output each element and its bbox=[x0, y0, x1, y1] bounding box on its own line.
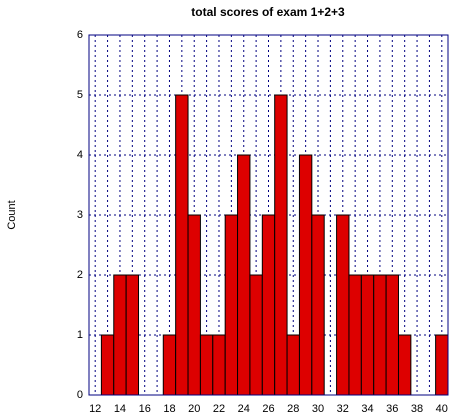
y-tick-label: 1 bbox=[77, 329, 83, 341]
x-tick-label: 32 bbox=[337, 403, 349, 415]
bar bbox=[373, 274, 387, 396]
bar bbox=[348, 274, 362, 396]
bar bbox=[286, 334, 300, 396]
y-axis-label: Count bbox=[6, 200, 18, 229]
x-tick-label: 18 bbox=[163, 403, 175, 415]
x-tick-label: 40 bbox=[436, 403, 448, 415]
bar bbox=[435, 334, 449, 396]
chart-title: total scores of exam 1+2+3 bbox=[191, 5, 345, 19]
x-tick-label: 26 bbox=[262, 403, 274, 415]
bar bbox=[261, 214, 276, 396]
x-tick-label: 28 bbox=[287, 403, 299, 415]
bar bbox=[224, 214, 239, 396]
bar bbox=[187, 214, 201, 396]
bar bbox=[298, 154, 313, 396]
y-tick-label: 5 bbox=[77, 89, 83, 101]
bar bbox=[175, 94, 189, 396]
x-tick-label: 16 bbox=[139, 403, 151, 415]
bar bbox=[385, 274, 399, 396]
bar bbox=[397, 334, 412, 396]
y-tick-label: 3 bbox=[77, 209, 83, 221]
x-tick-label: 34 bbox=[361, 403, 373, 415]
bar bbox=[199, 334, 214, 396]
x-tick-label: 22 bbox=[213, 403, 225, 415]
bar bbox=[249, 274, 263, 396]
bar bbox=[162, 334, 177, 396]
x-tick-label: 14 bbox=[114, 403, 126, 415]
x-tick-label: 36 bbox=[386, 403, 398, 415]
bar bbox=[311, 214, 325, 396]
bar bbox=[360, 274, 375, 396]
y-tick-label: 2 bbox=[77, 269, 83, 281]
bar bbox=[237, 154, 251, 396]
x-tick-label: 12 bbox=[89, 403, 101, 415]
x-tick-label: 30 bbox=[312, 403, 324, 415]
bar bbox=[100, 334, 115, 396]
bar bbox=[274, 94, 288, 396]
bar bbox=[336, 214, 350, 396]
y-tick-label: 0 bbox=[77, 389, 83, 401]
y-tick-label: 6 bbox=[77, 29, 83, 41]
plot-frame bbox=[88, 34, 449, 396]
bar bbox=[212, 334, 226, 396]
x-tick-label: 24 bbox=[238, 403, 250, 415]
y-tick-label: 4 bbox=[77, 149, 83, 161]
x-tick-label: 20 bbox=[188, 403, 200, 415]
bar bbox=[125, 274, 140, 396]
bar bbox=[113, 274, 127, 396]
x-tick-label: 38 bbox=[411, 403, 423, 415]
